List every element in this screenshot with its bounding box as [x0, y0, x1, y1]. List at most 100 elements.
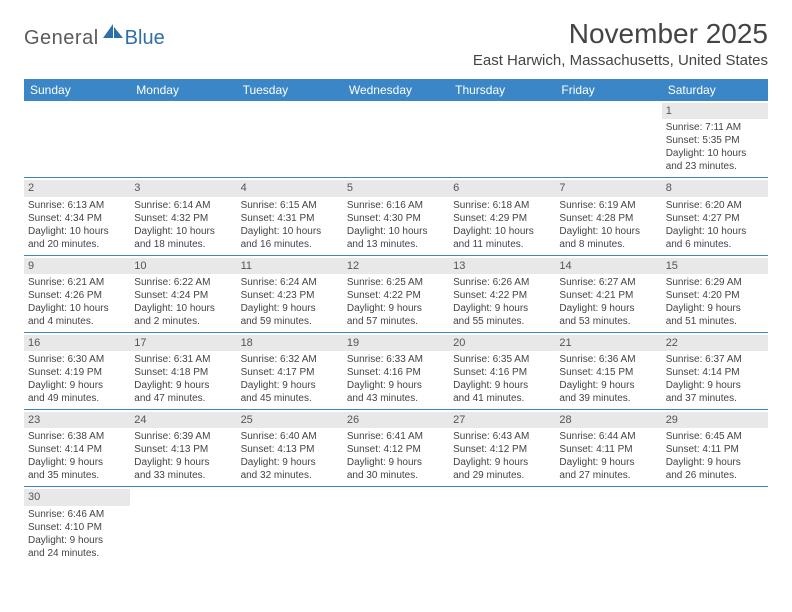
day-detail: and 23 minutes. — [666, 160, 764, 173]
day-detail: and 30 minutes. — [347, 469, 445, 482]
weekday-header: Monday — [130, 79, 236, 101]
weekday-header: Tuesday — [237, 79, 343, 101]
day-cell: 28Sunrise: 6:44 AMSunset: 4:11 PMDayligh… — [555, 410, 661, 486]
day-cell: 12Sunrise: 6:25 AMSunset: 4:22 PMDayligh… — [343, 256, 449, 332]
day-cell: 15Sunrise: 6:29 AMSunset: 4:20 PMDayligh… — [662, 256, 768, 332]
day-cell: 27 Sunrise: 6:43 AMSunset: 4:12 PMDayligh… — [449, 410, 555, 486]
day-number: 28 — [555, 412, 661, 428]
day-number: 13 — [449, 258, 555, 274]
logo-blue-text: Blue — [125, 27, 165, 50]
day-number: 17 — [130, 335, 236, 351]
day-detail: Daylight: 9 hours — [134, 379, 232, 392]
day-cell: 18Sunrise: 6:32 AMSunset: 4:17 PMDayligh… — [237, 333, 343, 409]
day-detail: Sunrise: 6:43 AM — [453, 430, 551, 443]
day-number: 26 — [343, 412, 449, 428]
day-detail: Daylight: 9 hours — [666, 302, 764, 315]
day-detail: Daylight: 9 hours — [559, 379, 657, 392]
day-detail: Daylight: 9 hours — [453, 302, 551, 315]
day-number: 4 — [237, 180, 343, 196]
day-detail: Sunrise: 6:14 AM — [134, 199, 232, 212]
day-detail: Sunrise: 6:37 AM — [666, 353, 764, 366]
day-detail: Sunrise: 6:13 AM — [28, 199, 126, 212]
day-detail: and 47 minutes. — [134, 392, 232, 405]
day-detail: Sunrise: 6:35 AM — [453, 353, 551, 366]
day-detail: Sunset: 4:21 PM — [559, 289, 657, 302]
day-cell: 25Sunrise: 6:40 AMSunset: 4:13 PMDayligh… — [237, 410, 343, 486]
day-detail: and 41 minutes. — [453, 392, 551, 405]
day-detail: Sunset: 4:24 PM — [134, 289, 232, 302]
day-number: 20 — [449, 335, 555, 351]
day-detail: Daylight: 9 hours — [559, 302, 657, 315]
logo-general-text: General — [24, 27, 99, 50]
day-detail: Daylight: 9 hours — [28, 534, 126, 547]
day-number: 1 — [662, 103, 768, 119]
day-detail: Daylight: 10 hours — [666, 147, 764, 160]
day-detail: and 51 minutes. — [666, 315, 764, 328]
day-detail: and 53 minutes. — [559, 315, 657, 328]
day-number: 7 — [555, 180, 661, 196]
day-detail: Sunset: 4:26 PM — [28, 289, 126, 302]
day-detail: Daylight: 9 hours — [134, 456, 232, 469]
day-number: 22 — [662, 335, 768, 351]
day-detail: Sunset: 4:22 PM — [347, 289, 445, 302]
day-detail: Sunset: 4:12 PM — [453, 443, 551, 456]
day-number: 23 — [24, 412, 130, 428]
day-number: 8 — [662, 180, 768, 196]
day-number: 9 — [24, 258, 130, 274]
day-detail: Daylight: 10 hours — [28, 225, 126, 238]
day-cell: 20Sunrise: 6:35 AMSunset: 4:16 PMDayligh… — [449, 333, 555, 409]
day-detail: Sunrise: 6:26 AM — [453, 276, 551, 289]
day-cell: 21Sunrise: 6:36 AMSunset: 4:15 PMDayligh… — [555, 333, 661, 409]
day-cell-empty — [237, 101, 343, 177]
day-number: 30 — [24, 489, 130, 505]
day-number: 27 — [449, 412, 555, 428]
logo: General Blue — [24, 24, 165, 53]
day-cell: 23Sunrise: 6:38 AMSunset: 4:14 PMDayligh… — [24, 410, 130, 486]
day-cell: 26Sunrise: 6:41 AMSunset: 4:12 PMDayligh… — [343, 410, 449, 486]
day-cell: 11Sunrise: 6:24 AMSunset: 4:23 PMDayligh… — [237, 256, 343, 332]
day-detail: Sunrise: 6:39 AM — [134, 430, 232, 443]
day-detail: Sunrise: 6:20 AM — [666, 199, 764, 212]
day-cell: 2Sunrise: 6:13 AMSunset: 4:34 PMDaylight… — [24, 178, 130, 254]
weekday-header: Wednesday — [343, 79, 449, 101]
day-detail: Sunrise: 6:30 AM — [28, 353, 126, 366]
day-detail: Sunset: 4:11 PM — [666, 443, 764, 456]
week-row: 23Sunrise: 6:38 AMSunset: 4:14 PMDayligh… — [24, 410, 768, 487]
weekday-header: Thursday — [449, 79, 555, 101]
day-detail: Sunset: 4:14 PM — [666, 366, 764, 379]
day-detail: Daylight: 9 hours — [453, 456, 551, 469]
day-detail: and 43 minutes. — [347, 392, 445, 405]
day-detail: and 6 minutes. — [666, 238, 764, 251]
day-detail: Daylight: 10 hours — [666, 225, 764, 238]
day-cell-empty — [237, 487, 343, 563]
day-cell: 17Sunrise: 6:31 AMSunset: 4:18 PMDayligh… — [130, 333, 236, 409]
day-cell: 16Sunrise: 6:30 AMSunset: 4:19 PMDayligh… — [24, 333, 130, 409]
day-detail: and 59 minutes. — [241, 315, 339, 328]
day-detail: Sunrise: 6:36 AM — [559, 353, 657, 366]
day-number: 29 — [662, 412, 768, 428]
month-title: November 2025 — [473, 18, 768, 50]
day-detail: and 55 minutes. — [453, 315, 551, 328]
day-cell: 1Sunrise: 7:11 AMSunset: 5:35 PMDaylight… — [662, 101, 768, 177]
day-detail: Sunset: 4:27 PM — [666, 212, 764, 225]
title-block: November 2025 East Harwich, Massachusett… — [473, 18, 768, 69]
day-number: 3 — [130, 180, 236, 196]
day-detail: Daylight: 10 hours — [134, 225, 232, 238]
weekday-header: Friday — [555, 79, 661, 101]
day-number: 24 — [130, 412, 236, 428]
day-detail: and 16 minutes. — [241, 238, 339, 251]
day-detail: Daylight: 9 hours — [666, 456, 764, 469]
day-detail: Sunset: 4:15 PM — [559, 366, 657, 379]
day-cell-empty — [662, 487, 768, 563]
day-detail: Sunrise: 6:22 AM — [134, 276, 232, 289]
day-cell: 13Sunrise: 6:26 AMSunset: 4:22 PMDayligh… — [449, 256, 555, 332]
day-detail: Daylight: 9 hours — [666, 379, 764, 392]
day-cell-empty — [130, 487, 236, 563]
day-detail: and 29 minutes. — [453, 469, 551, 482]
day-detail: Daylight: 10 hours — [453, 225, 551, 238]
day-detail: Sunrise: 6:44 AM — [559, 430, 657, 443]
day-detail: Daylight: 9 hours — [347, 379, 445, 392]
day-detail: Sunrise: 6:16 AM — [347, 199, 445, 212]
day-detail: Sunrise: 6:24 AM — [241, 276, 339, 289]
day-detail: and 26 minutes. — [666, 469, 764, 482]
